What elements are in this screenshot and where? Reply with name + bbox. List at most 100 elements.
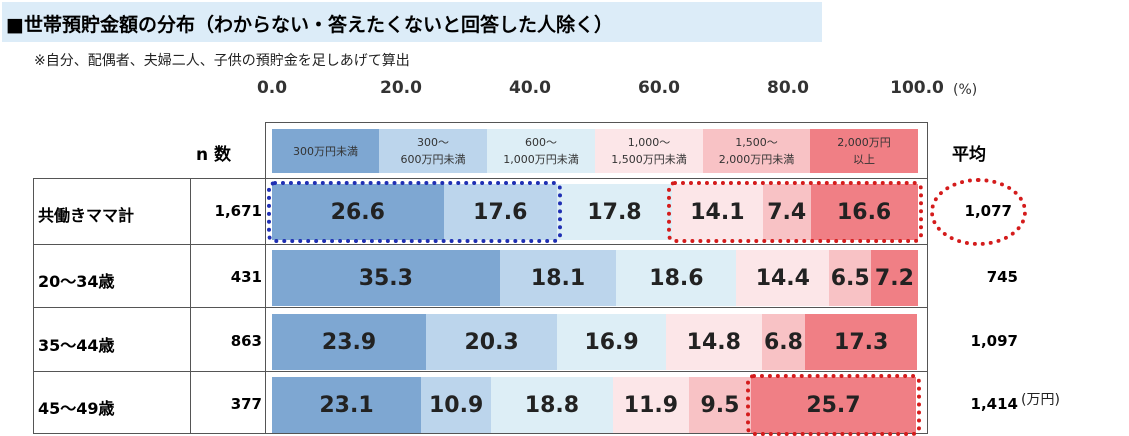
grid-line — [33, 178, 34, 434]
bar-segment: 23.1 — [272, 377, 421, 433]
highlight-outline — [745, 374, 922, 436]
row-label: 35～44歳 — [38, 336, 115, 355]
x-tick-label: 80.0 — [767, 78, 809, 98]
data-label: 23.9 — [321, 329, 377, 355]
legend-label: 300万円未満 — [293, 144, 358, 158]
row-label: 20～34歳 — [38, 272, 115, 291]
average-header: 平均 — [952, 145, 986, 165]
x-tick-label: 20.0 — [380, 78, 422, 98]
legend-item: 300～ 600万円未満 — [379, 129, 487, 173]
row-n-value: 377 — [230, 395, 262, 413]
data-label: 20.3 — [464, 329, 519, 355]
legend-item: 1,000～ 1,500万円未満 — [595, 129, 703, 173]
bar-segment: 6.5 — [829, 250, 872, 306]
average-unit-note: (万円) — [1021, 392, 1060, 408]
grid-line — [33, 307, 928, 308]
data-label: 10.9 — [428, 392, 484, 418]
data-label: 6.8 — [763, 329, 803, 355]
data-label: 26.6 — [330, 199, 385, 225]
highlight-outline — [930, 178, 1027, 246]
grid-line — [190, 178, 191, 434]
data-label: 16.6 — [836, 199, 892, 225]
bar-segment: 9.5 — [689, 377, 751, 433]
bar-segment: 7.4 — [762, 184, 811, 240]
bar-segment: 16.6 — [810, 184, 918, 240]
x-tick-label: 40.0 — [509, 78, 551, 98]
legend-item: 1,500～ 2,000万円未満 — [703, 129, 810, 173]
highlight-outline — [267, 181, 563, 243]
data-label: 11.9 — [623, 392, 679, 418]
grid-line — [33, 178, 928, 179]
row-average-value: 1,414 — [970, 395, 1018, 413]
grid-line — [33, 371, 928, 372]
chart-subtitle: ※自分、配偶者、夫婦二人、子供の預貯金を足しあげて算出 — [34, 53, 410, 69]
data-label: 18.8 — [524, 392, 580, 418]
bar-segment: 18.1 — [499, 250, 617, 306]
data-label: 18.6 — [649, 265, 704, 291]
x-tick-label: 100.0 — [890, 78, 944, 98]
data-label: 35.3 — [358, 265, 413, 291]
bar-segment: 23.9 — [272, 314, 427, 370]
legend-label: 1,500万円未満 — [611, 153, 687, 166]
row-n-value: 863 — [230, 332, 262, 350]
grid-line — [265, 122, 928, 123]
x-tick-label: 60.0 — [638, 78, 680, 98]
legend-label: 300～ — [417, 136, 449, 149]
data-label: 9.5 — [700, 392, 740, 418]
bar-segment: 17.3 — [805, 314, 917, 370]
n-header: n 数 — [196, 145, 232, 165]
bar-segment: 20.3 — [426, 314, 558, 370]
bar-segment: 17.6 — [443, 184, 558, 240]
row-label: 共働きママ計 — [38, 206, 135, 225]
data-label: 6.5 — [830, 265, 870, 291]
legend-label: 600～ — [525, 136, 557, 149]
bar-segment: 17.8 — [557, 184, 672, 240]
data-label: 14.4 — [755, 265, 810, 291]
data-label: 25.7 — [806, 392, 861, 418]
legend-label: 600万円未満 — [400, 153, 466, 166]
data-label: 23.1 — [319, 392, 374, 418]
data-label: 14.8 — [686, 329, 741, 355]
legend-label: 1,000～ — [627, 136, 671, 149]
chart-title: ■世帯預貯金額の分布（わからない・答えたくないと回答した人除く） — [6, 14, 613, 36]
x-tick-label: 0.0 — [256, 78, 288, 98]
highlight-outline — [666, 181, 923, 243]
legend-item: 2,000万円 以上 — [810, 129, 918, 173]
bar-segment: 35.3 — [272, 250, 500, 306]
axis-unit-label: (%) — [953, 82, 978, 98]
bar-segment: 25.7 — [750, 377, 917, 433]
grid-line — [33, 244, 928, 245]
row-average-value: 745 — [986, 268, 1018, 286]
bar-segment: 14.4 — [736, 250, 830, 306]
legend-label: 1,000万円未満 — [503, 153, 579, 166]
data-label: 7.4 — [767, 199, 807, 225]
row-label: 45～49歳 — [38, 399, 115, 418]
grid-line — [927, 122, 928, 434]
data-label: 17.8 — [587, 199, 642, 225]
grid-line — [265, 122, 266, 434]
bar-segment: 11.9 — [612, 377, 690, 433]
data-label: 18.1 — [530, 265, 586, 291]
bar-segment: 18.6 — [616, 250, 737, 306]
bar-segment: 6.8 — [761, 314, 806, 370]
bar-segment: 10.9 — [420, 377, 492, 433]
legend-item: 600～ 1,000万円未満 — [487, 129, 595, 173]
title-bar: ■世帯預貯金額の分布（わからない・答えたくないと回答した人除く） — [2, 2, 822, 42]
data-label: 14.1 — [690, 199, 745, 225]
legend-label: 以上 — [853, 153, 875, 166]
bar-segment: 26.6 — [272, 184, 444, 240]
grid-line — [33, 433, 928, 434]
legend-item: 300万円未満 — [272, 129, 379, 173]
row-n-value: 1,671 — [214, 202, 262, 220]
row-n-value: 431 — [230, 268, 262, 286]
legend-label: 1,500～ — [735, 136, 778, 149]
bar-segment: 16.9 — [557, 314, 667, 370]
bar-segment: 18.8 — [491, 377, 613, 433]
legend-label: 2,000万円未満 — [718, 153, 795, 166]
data-label: 16.9 — [584, 329, 639, 355]
data-label: 17.3 — [834, 329, 889, 355]
bar-segment: 14.8 — [666, 314, 762, 370]
legend-label: 2,000万円 — [837, 136, 891, 149]
data-label: 17.6 — [473, 199, 528, 225]
